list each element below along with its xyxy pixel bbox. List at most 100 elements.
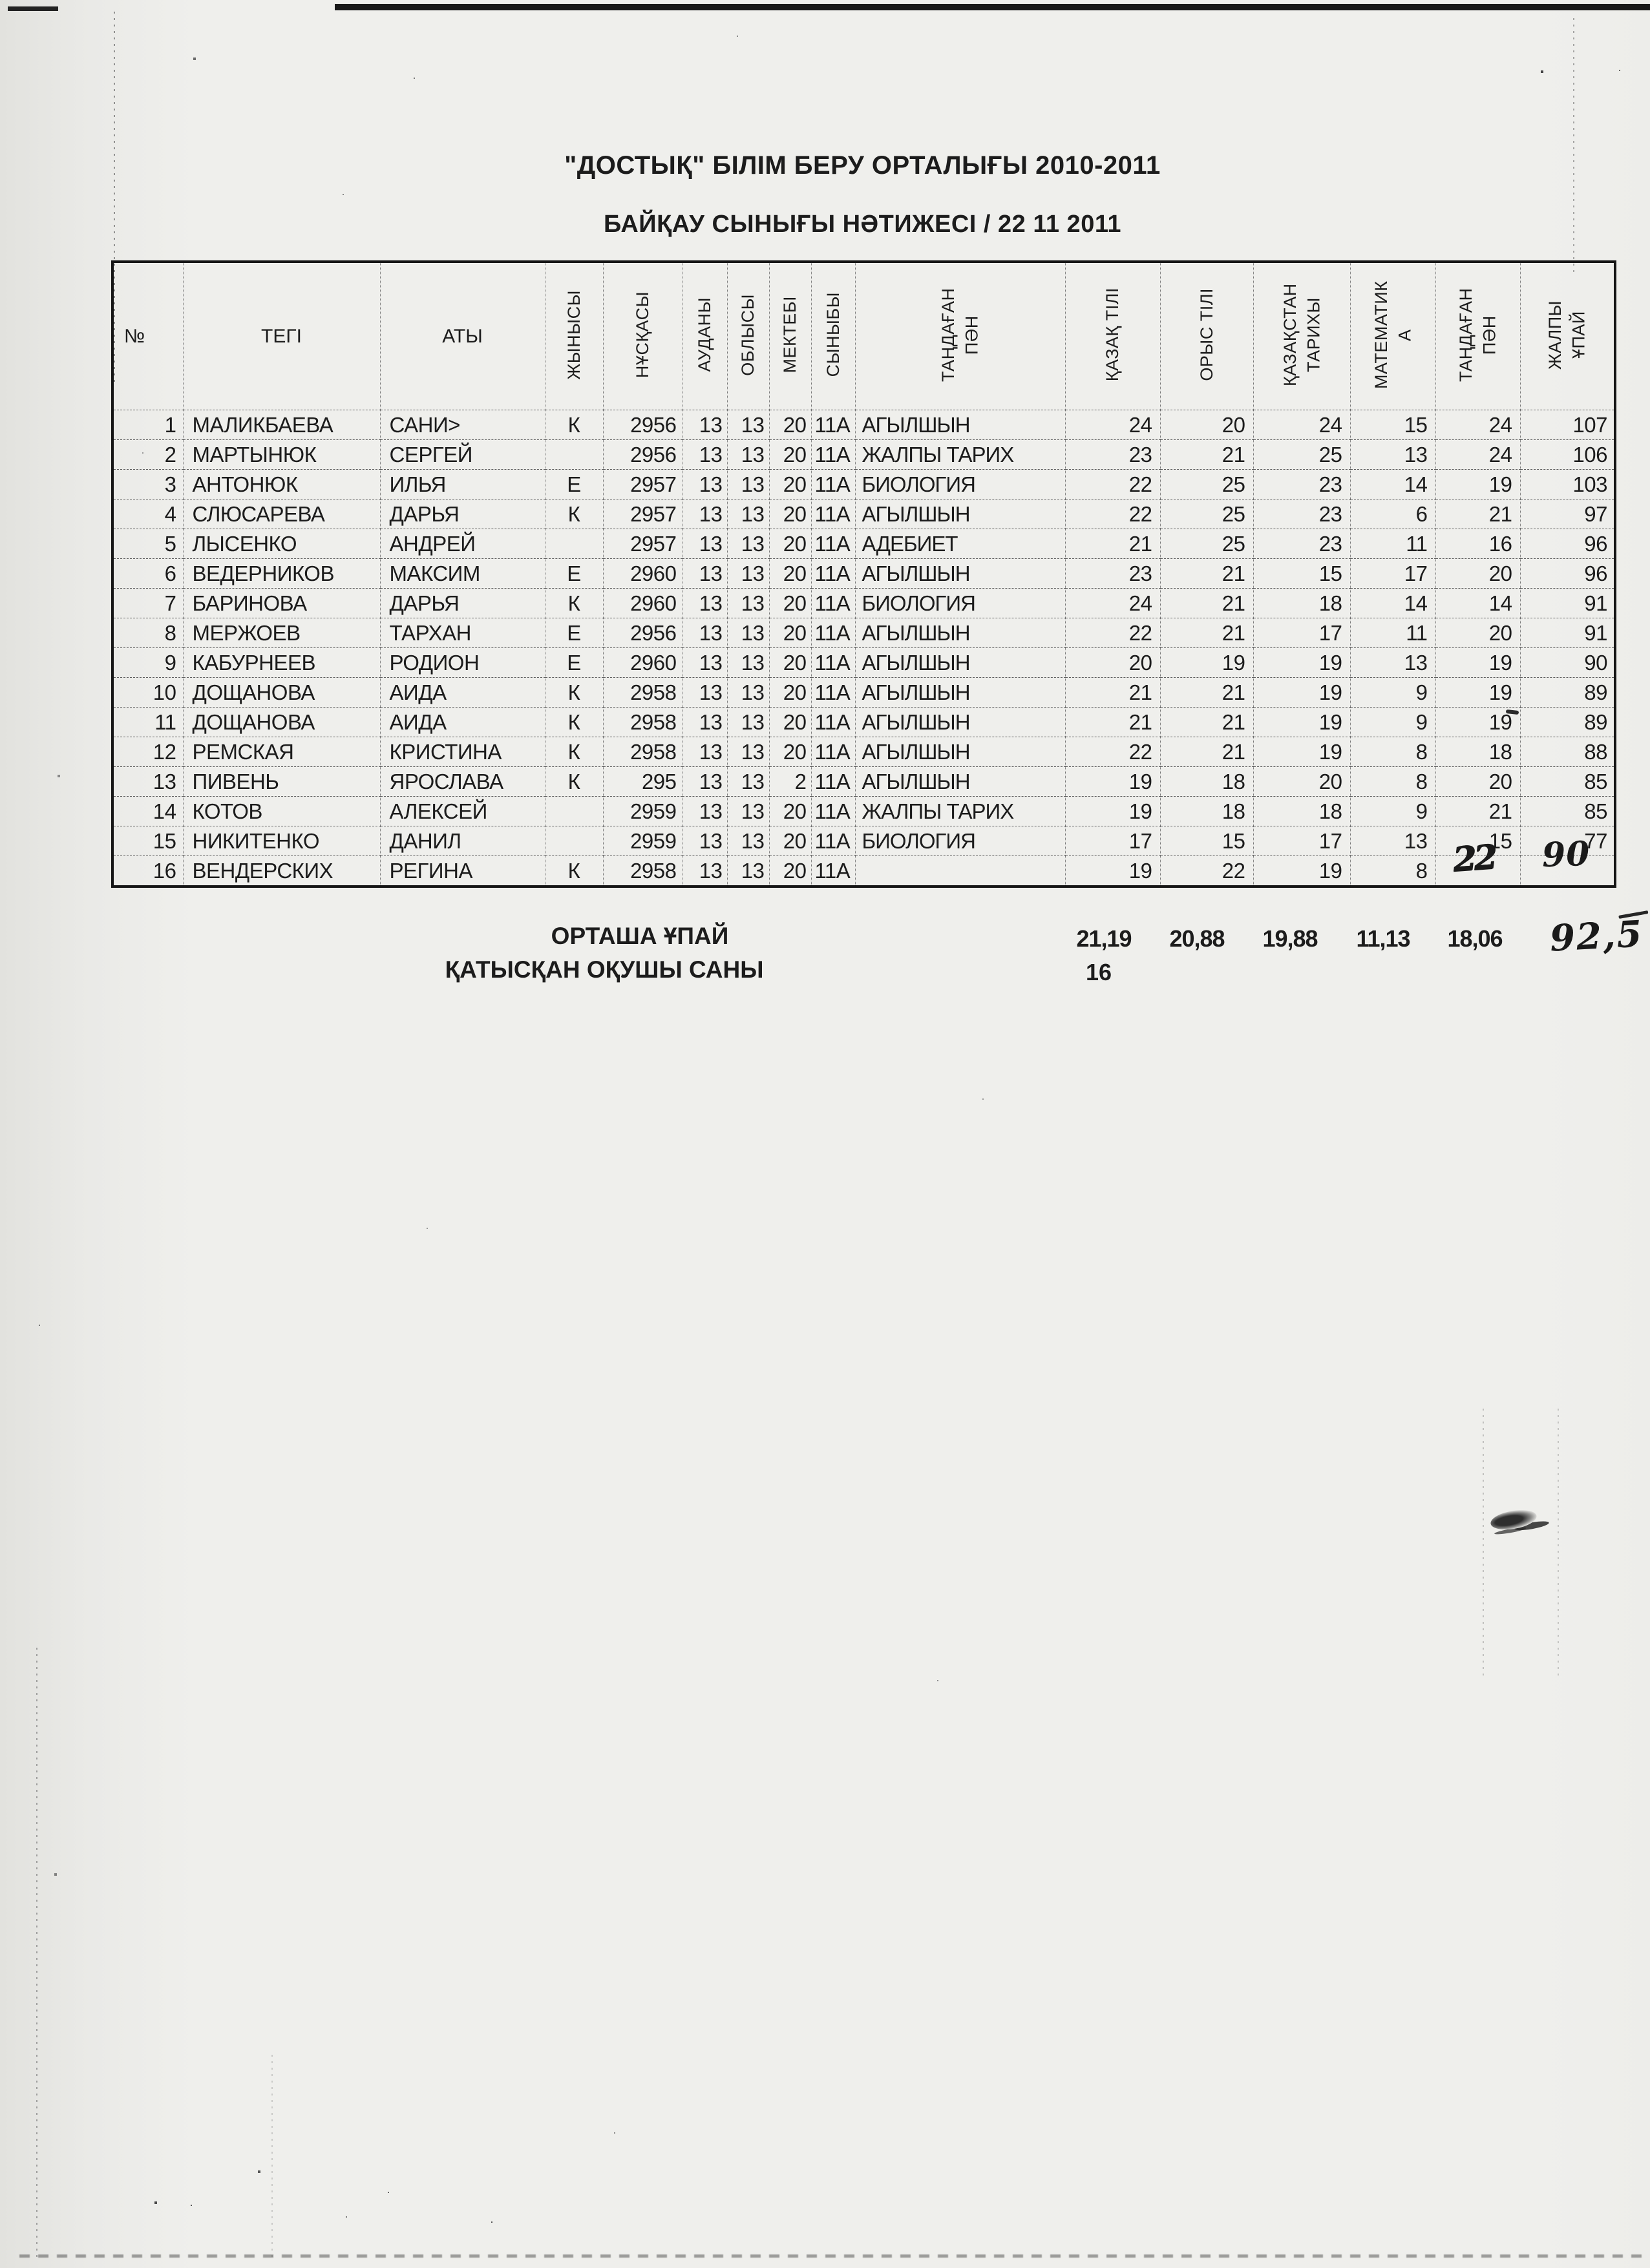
cell-total-score: 85 <box>1520 796 1616 826</box>
cell-math-score: 13 <box>1350 826 1436 856</box>
cell-district: 13 <box>682 737 728 767</box>
cell-surname: БАРИНОВА <box>183 588 381 618</box>
page-title: "ДОСТЫҚ" БІЛІМ БЕРУ ОРТАЛЫҒЫ 2010-2011 <box>564 151 1161 180</box>
cell-district: 13 <box>682 647 728 678</box>
cell-num: 12 <box>112 737 184 767</box>
cell-kazakh-score: 19 <box>1065 856 1161 887</box>
cell-gender: К <box>545 707 604 737</box>
cell-surname: ДОЩАНОВА <box>183 677 381 708</box>
cell-kazakh-score: 20 <box>1065 647 1161 678</box>
cell-region: 13 <box>727 856 770 887</box>
results-table: № ТЕГІ АТЫ ЖЫНЫСЫ НҰСҚАСЫ АУДАНЫ ОБЛЫСЫ … <box>111 260 1616 888</box>
cell-grade: 11А <box>811 677 856 708</box>
cell-gender: К <box>545 499 604 529</box>
col-header-gender: ЖЫНЫСЫ <box>545 262 604 410</box>
cell-school: 20 <box>769 707 812 737</box>
cell-history-score: 23 <box>1253 469 1351 499</box>
cell-kazakh-score: 21 <box>1065 529 1161 559</box>
cell-russian-score: 21 <box>1160 707 1254 737</box>
cell-math-score: 8 <box>1350 737 1436 767</box>
cell-math-score: 13 <box>1350 439 1436 470</box>
table-row: 9 КАБУРНЕЕВ РОДИОН Е 2960 13 13 20 11А А… <box>112 647 1616 678</box>
cell-history-score: 20 <box>1253 766 1351 797</box>
cell-num: 13 <box>112 766 184 797</box>
cell-gender <box>545 826 604 856</box>
handwritten-total-average-text: 92,5 <box>1549 912 1645 960</box>
cell-history-score: 18 <box>1253 796 1351 826</box>
cell-history-score: 23 <box>1253 499 1351 529</box>
cell-kazakh-score: 22 <box>1065 737 1161 767</box>
cell-total-score: 88 <box>1520 737 1616 767</box>
cell-kazakh-score: 24 <box>1065 588 1161 618</box>
cell-variant: 2960 <box>603 647 682 678</box>
cell-gender: К <box>545 677 604 708</box>
page-subtitle: БАЙҚАУ СЫНЫҒЫ НӘТИЖЕСІ / 22 11 2011 <box>603 211 1121 238</box>
cell-gender <box>545 439 604 470</box>
cell-kazakh-score: 22 <box>1065 469 1161 499</box>
cell-region: 13 <box>727 529 770 559</box>
cell-elective-score: 19 <box>1435 677 1521 708</box>
cell-subject: АГЫЛШЫН <box>855 766 1066 797</box>
cell-russian-score: 18 <box>1160 766 1254 797</box>
cell-history-score: 19 <box>1253 647 1351 678</box>
cell-subject: ЖАЛПЫ ТАРИХ <box>855 796 1066 826</box>
cell-elective-score: 20 <box>1435 766 1521 797</box>
cell-gender: Е <box>545 618 604 648</box>
scan-streak <box>114 12 115 386</box>
ink-smudge <box>1489 1506 1538 1533</box>
cell-region: 13 <box>727 796 770 826</box>
cell-grade: 11А <box>811 737 856 767</box>
cell-variant: 2960 <box>603 588 682 618</box>
cell-num: 16 <box>112 856 184 887</box>
cell-gender <box>545 529 604 559</box>
cell-surname: МЕРЖОЕВ <box>183 618 381 648</box>
cell-name: АИДА <box>380 707 545 737</box>
cell-region: 13 <box>727 707 770 737</box>
cell-subject: АГЫЛШЫН <box>855 499 1066 529</box>
cell-surname: ЛЫСЕНКО <box>183 529 381 559</box>
cell-grade: 11А <box>811 499 856 529</box>
cell-district: 13 <box>682 558 728 589</box>
cell-elective-score: 20 <box>1435 618 1521 648</box>
cell-region: 13 <box>727 410 770 440</box>
cell-num: 15 <box>112 826 184 856</box>
cell-russian-score: 21 <box>1160 677 1254 708</box>
cell-russian-score: 21 <box>1160 439 1254 470</box>
cell-district: 13 <box>682 826 728 856</box>
cell-subject: БИОЛОГИЯ <box>855 826 1066 856</box>
cell-history-score: 24 <box>1253 410 1351 440</box>
cell-total-score: 106 <box>1520 439 1616 470</box>
cell-kazakh-score: 21 <box>1065 707 1161 737</box>
cell-surname: ВЕДЕРНИКОВ <box>183 558 381 589</box>
cell-district: 13 <box>682 856 728 887</box>
scan-top-edge-dash <box>8 6 58 11</box>
average-russian: 20,88 <box>1169 925 1225 952</box>
cell-variant: 2957 <box>603 469 682 499</box>
cell-math-score: 15 <box>1350 410 1436 440</box>
cell-school: 20 <box>769 796 812 826</box>
cell-school: 20 <box>769 410 812 440</box>
cell-russian-score: 21 <box>1160 588 1254 618</box>
cell-region: 13 <box>727 826 770 856</box>
cell-math-score: 8 <box>1350 856 1436 887</box>
cell-elective-score: 18 <box>1435 737 1521 767</box>
table-row: 4 СЛЮСАРЕВА ДАРЬЯ К 2957 13 13 20 11А АГ… <box>112 499 1616 529</box>
col-header-district: АУДАНЫ <box>682 262 728 410</box>
cell-surname: НИКИТЕНКО <box>183 826 381 856</box>
cell-math-score: 9 <box>1350 796 1436 826</box>
cell-russian-score: 20 <box>1160 410 1254 440</box>
cell-history-score: 19 <box>1253 856 1351 887</box>
cell-grade: 11А <box>811 469 856 499</box>
cell-history-score: 25 <box>1253 439 1351 470</box>
col-header-name: АТЫ <box>380 262 545 410</box>
col-header-russian: ОРЫС ТІЛІ <box>1160 262 1254 410</box>
cell-russian-score: 22 <box>1160 856 1254 887</box>
cell-math-score: 8 <box>1350 766 1436 797</box>
cell-total-score: 89 <box>1520 677 1616 708</box>
cell-russian-score: 21 <box>1160 558 1254 589</box>
cell-num: 4 <box>112 499 184 529</box>
cell-school: 20 <box>769 677 812 708</box>
cell-elective-score: 19 <box>1435 647 1521 678</box>
cell-district: 13 <box>682 766 728 797</box>
